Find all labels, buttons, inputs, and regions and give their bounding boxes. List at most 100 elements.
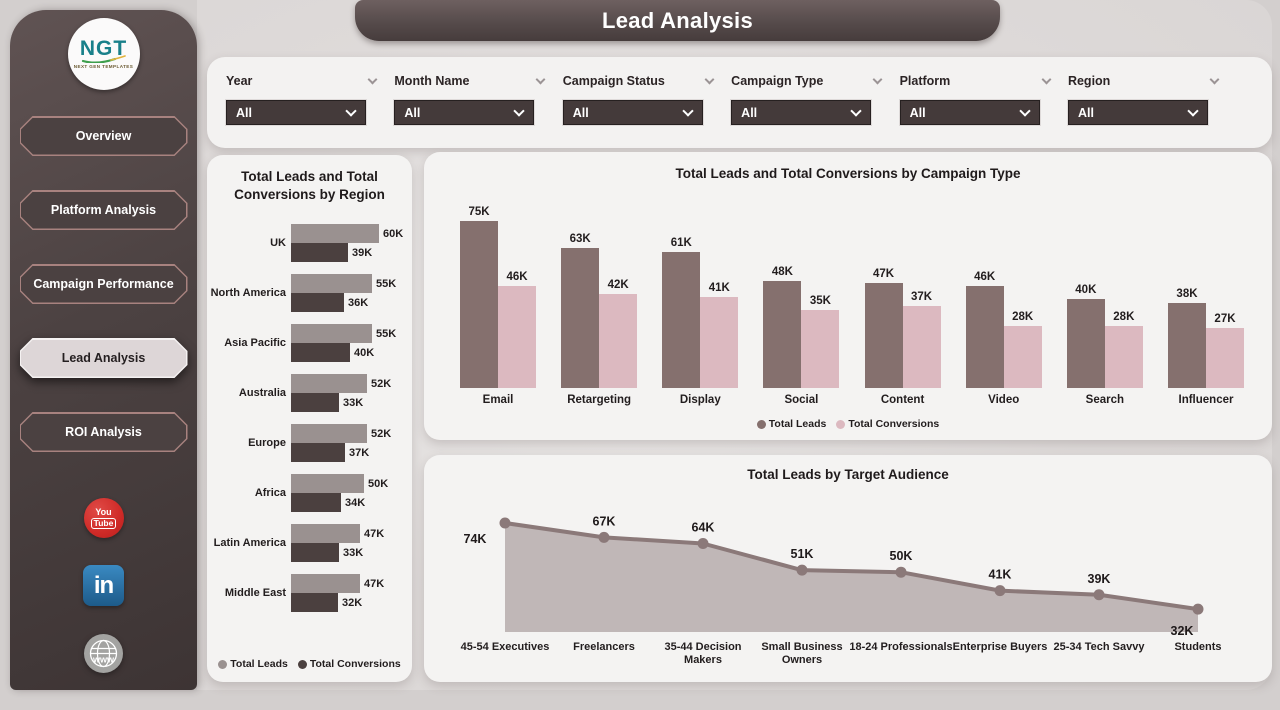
bar-total-conversions[interactable] (291, 393, 339, 412)
filter-value: All (1077, 105, 1094, 120)
bar-total-leads[interactable] (291, 524, 360, 543)
data-label: 47K (364, 527, 385, 540)
data-label: 40K (354, 346, 375, 359)
page-header: Lead Analysis (355, 0, 1000, 41)
chevron-down-icon[interactable] (1209, 74, 1220, 84)
linkedin-icon[interactable]: in (83, 565, 124, 606)
website-globe-icon[interactable]: www (83, 633, 124, 674)
axis-label: Africa (254, 487, 286, 499)
sidebar-item-platform-analysis[interactable]: Platform Analysis (20, 190, 188, 230)
chevron-down-icon (1187, 104, 1199, 117)
bar-total-leads[interactable] (291, 424, 367, 443)
data-point-students[interactable] (1192, 603, 1204, 615)
bar-total-conversions[interactable] (1205, 328, 1244, 388)
bar-total-leads[interactable] (291, 224, 379, 243)
audience-chart-title: Total Leads by Target Audience (747, 467, 949, 482)
filter-campaign-type: Campaign Type All (730, 72, 883, 148)
filter-dropdown[interactable]: All (898, 99, 1041, 126)
sidebar-item-roi-analysis[interactable]: ROI Analysis (20, 412, 188, 452)
filter-dropdown[interactable]: All (225, 99, 367, 126)
bar-total-conversions[interactable] (291, 293, 344, 312)
sidebar-item-campaign-performance[interactable]: Campaign Performance (20, 264, 188, 304)
bar-total-conversions[interactable] (1104, 326, 1143, 388)
sidebar-item-lead-analysis[interactable]: Lead Analysis (20, 338, 188, 378)
chevron-down-icon[interactable] (704, 74, 715, 84)
filter-dropdown[interactable]: All (1066, 99, 1209, 126)
bar-total-leads[interactable] (561, 248, 600, 388)
youtube-icon[interactable]: You Tube (83, 498, 124, 538)
chevron-down-icon[interactable] (1041, 74, 1052, 84)
nav-button-label: Overview (75, 129, 132, 143)
bar-total-leads[interactable] (291, 474, 364, 493)
bar-total-conversions[interactable] (902, 306, 941, 388)
youtube-label: Tube (90, 517, 117, 529)
filter-dropdown[interactable]: All (561, 99, 704, 126)
sidebar-item-overview[interactable]: Overview (20, 116, 188, 156)
region-row-australia: Australia 52K 33K (207, 368, 412, 418)
filter-month-name: Month Name All (393, 72, 546, 148)
data-label: 34K (345, 496, 366, 509)
data-label: 52K (371, 377, 392, 390)
bar-total-leads[interactable] (662, 252, 701, 388)
bar-group: 52K 33K (291, 374, 412, 412)
bar-line: 52K (291, 424, 412, 443)
sidebar: NGT NEXT GEN TEMPLATES Overview Platform … (10, 10, 197, 690)
bar-total-leads[interactable] (291, 574, 360, 593)
bar-total-leads[interactable] (763, 281, 802, 388)
bar-total-conversions[interactable] (1003, 326, 1042, 388)
legend-dot (836, 419, 846, 429)
page-title: Lead Analysis (601, 7, 754, 33)
data-point-enterprise-buyers[interactable] (994, 585, 1006, 597)
nav-button-label: Campaign Performance (33, 277, 174, 291)
chevron-down-icon[interactable] (367, 74, 378, 84)
axis-label: Small Business Owners (761, 641, 843, 666)
axis-label: Asia Pacific (224, 337, 286, 349)
bar-group: 47K 33K (291, 524, 412, 562)
axis-label: UK (270, 237, 286, 249)
bar-total-leads[interactable] (291, 374, 367, 393)
bar-total-leads[interactable] (1167, 303, 1206, 388)
bar-total-conversions[interactable] (291, 543, 339, 562)
data-point-35-44-decision-makers[interactable] (697, 538, 709, 549)
region-chart: UK 60K 39K North America 55K 36K Asia Pacific 5… (207, 218, 412, 618)
bar-group-email: 75K 46K (458, 194, 538, 388)
bar-total-conversions[interactable] (291, 493, 341, 512)
bar-total-conversions[interactable] (291, 593, 338, 612)
filter-label: Campaign Status (562, 74, 665, 88)
chevron-down-icon[interactable] (535, 74, 546, 84)
filter-value: All (404, 105, 421, 120)
bar-total-conversions[interactable] (291, 243, 348, 262)
chevron-down-icon[interactable] (872, 74, 883, 84)
bar-total-conversions[interactable] (801, 310, 840, 388)
data-point-freelancers[interactable] (598, 531, 610, 543)
bar-group: 55K 40K (291, 324, 412, 362)
bar-total-conversions[interactable] (291, 343, 350, 362)
bar-total-leads[interactable] (1066, 299, 1105, 388)
bar-pair: 40K 28K (1066, 194, 1143, 388)
nav-button-face: Lead Analysis (21, 340, 186, 377)
filter-label: Region (1067, 74, 1111, 88)
filter-dropdown[interactable]: All (393, 99, 536, 126)
bar-total-leads[interactable] (291, 324, 372, 343)
bar-line: 34K (291, 493, 412, 512)
bar-total-leads[interactable] (460, 221, 498, 388)
logo: NGT NEXT GEN TEMPLATES (67, 18, 140, 90)
bar-group: 52K 37K (291, 424, 412, 462)
bar-total-conversions[interactable] (599, 294, 638, 388)
bar-total-leads[interactable] (291, 274, 372, 293)
data-point-25-34-tech-savvy[interactable] (1093, 589, 1105, 601)
bar-column: 37K (902, 291, 941, 388)
data-point-18-24-professionals[interactable] (895, 566, 907, 578)
data-point-45-54-executives[interactable] (499, 517, 511, 529)
bar-group: 60K 39K (291, 224, 412, 262)
axis-label: Search (1085, 394, 1125, 406)
data-point-small-business-owners[interactable] (796, 564, 808, 576)
filter-dropdown[interactable]: All (730, 99, 873, 126)
bar-total-conversions[interactable] (291, 443, 345, 462)
bar-total-leads[interactable] (965, 286, 1004, 388)
filter-region: Region All (1066, 72, 1220, 148)
data-label: 32K (1171, 624, 1194, 637)
bar-total-leads[interactable] (864, 283, 903, 388)
bar-total-conversions[interactable] (498, 286, 536, 388)
bar-total-conversions[interactable] (700, 297, 739, 388)
